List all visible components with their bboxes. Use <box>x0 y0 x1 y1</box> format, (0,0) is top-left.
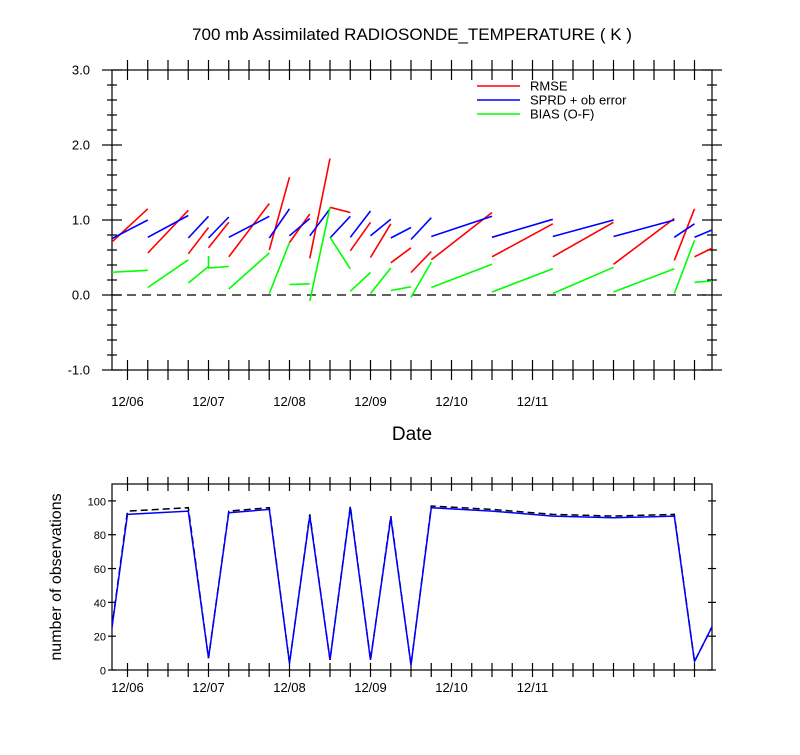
y-tick-label: 20 <box>94 632 106 644</box>
series-line-bias-o-f <box>390 286 412 292</box>
x-tick-label: 12/07 <box>192 394 225 409</box>
series-line-sprd-ob-error <box>776 217 796 236</box>
x-tick-label: 12/11 <box>517 680 549 695</box>
plot-frame <box>111 483 713 671</box>
series-line-rmse <box>268 176 291 251</box>
series-line-bias-o-f <box>552 266 614 295</box>
y-tick-label: 2.0 <box>72 138 90 153</box>
series-line-bias-o-f <box>207 256 229 269</box>
series-line-rmse <box>309 158 331 259</box>
series-line-sprd-ob-error <box>491 218 554 239</box>
series-line-rmse <box>694 247 712 258</box>
series-line-rmse <box>613 217 675 265</box>
plot-area <box>112 158 796 302</box>
x-tick-label: 12/10 <box>435 394 468 409</box>
series-line-rmse <box>673 208 696 261</box>
series-line-rmse <box>390 247 412 264</box>
series-line-rmse <box>147 209 189 254</box>
y-axis-label-bottom: number of observations <box>48 493 65 660</box>
series-line-rmse <box>410 250 432 274</box>
series-line-sprd-ob-error <box>329 215 351 239</box>
series-line-bias-o-f <box>112 269 148 274</box>
legend-entry: SPRD + ob error <box>530 93 627 108</box>
series-line-sprd-ob-error <box>673 223 695 238</box>
y-tick-label: 40 <box>94 598 106 610</box>
series-line-bias-o-f <box>329 236 351 270</box>
series-line-rmse <box>187 227 210 255</box>
x-tick-label: 12/09 <box>354 680 387 695</box>
series-line-rmse <box>776 258 796 262</box>
x-tick-label: 12/08 <box>273 394 306 409</box>
y-tick-label: 3.0 <box>72 63 90 78</box>
y-tick-label: -1.0 <box>68 363 90 378</box>
series-line-bias-o-f <box>431 263 493 289</box>
series-line-sprd-ob-error <box>147 214 189 239</box>
series-line-bias-o-f <box>349 271 372 292</box>
series-line-sprd-ob-error <box>309 208 331 237</box>
series-line-bias-o-f <box>289 283 310 286</box>
series-line-bias-o-f <box>268 242 291 294</box>
series-line-rmse <box>207 221 230 249</box>
series-line-rmse <box>288 213 311 243</box>
y-tick-label: 60 <box>94 564 106 576</box>
series-line-bias-o-f <box>410 261 432 298</box>
x-tick-label: 12/07 <box>192 680 225 695</box>
series-line-bias-o-f <box>228 252 270 290</box>
series-line-sprd-ob-error <box>228 215 270 239</box>
series-line-bias-o-f <box>673 240 696 294</box>
series-line-bias-o-f <box>613 268 675 293</box>
series-line-bias-o-f <box>694 280 712 284</box>
obs-count-solid-line <box>112 506 712 666</box>
chart-title: 700 mb Assimilated RADIOSONDE_TEMPERATUR… <box>192 25 632 44</box>
series-line-sprd-ob-error <box>552 219 614 238</box>
y-tick-label: 0.0 <box>72 288 90 303</box>
y-tick-label: 1.0 <box>72 213 90 228</box>
series-line-sprd-ob-error <box>390 226 412 239</box>
series-line-bias-o-f <box>776 280 796 293</box>
series-line-sprd-ob-error <box>112 219 149 240</box>
series-line-rmse <box>329 206 351 214</box>
y-tick-label: 80 <box>94 530 106 542</box>
legend-entry: RMSE <box>530 79 568 94</box>
series-line-sprd-ob-error <box>431 215 493 238</box>
plot-panel-1: 12/06 12/07 12/08 12/09 12/10 12/11 0 20 40 60 80 1… <box>88 477 716 695</box>
x-axis-label: Date <box>392 424 432 445</box>
plot-frame <box>111 69 713 371</box>
y-tick-label: 100 <box>88 496 106 508</box>
series-line-bias-o-f <box>187 265 210 284</box>
series-line-rmse <box>349 221 372 252</box>
x-tick-label: 12/08 <box>273 680 306 695</box>
series-line-sprd-ob-error <box>349 210 372 238</box>
series-line-bias-o-f <box>491 268 554 293</box>
series-line-bias-o-f <box>147 259 189 289</box>
series-line-sprd-ob-error <box>410 217 432 241</box>
series-line-bias-o-f <box>309 207 331 302</box>
series-line-rmse <box>112 208 149 244</box>
series-line-sprd-ob-error <box>288 217 311 237</box>
x-tick-label: 12/06 <box>111 680 144 695</box>
series-line-rmse <box>228 203 270 258</box>
series-line-sprd-ob-error <box>207 216 230 239</box>
series-line-rmse <box>552 221 614 258</box>
series-line-rmse <box>491 223 554 258</box>
plot-area <box>112 505 712 666</box>
series-line-sprd-ob-error <box>187 215 210 239</box>
plot-panel-0: 12/06 12/07 12/08 12/09 12/10 12/11 -1.0 0.0 1.0… <box>68 60 796 409</box>
series-line-sprd-ob-error <box>369 218 392 237</box>
series-line-sprd-ob-error <box>613 219 675 238</box>
x-tick-label: 12/09 <box>354 394 387 409</box>
x-tick-label: 12/11 <box>517 394 549 409</box>
series-line-rmse <box>369 223 392 258</box>
x-tick-label: 12/06 <box>111 394 144 409</box>
series-line-sprd-ob-error <box>694 229 712 239</box>
legend-entry: BIAS (O-F) <box>530 107 594 122</box>
series-line-sprd-ob-error <box>268 208 291 239</box>
y-tick-label: 0 <box>100 666 106 678</box>
x-tick-label: 12/10 <box>435 680 468 695</box>
series-line-bias-o-f <box>369 267 392 294</box>
